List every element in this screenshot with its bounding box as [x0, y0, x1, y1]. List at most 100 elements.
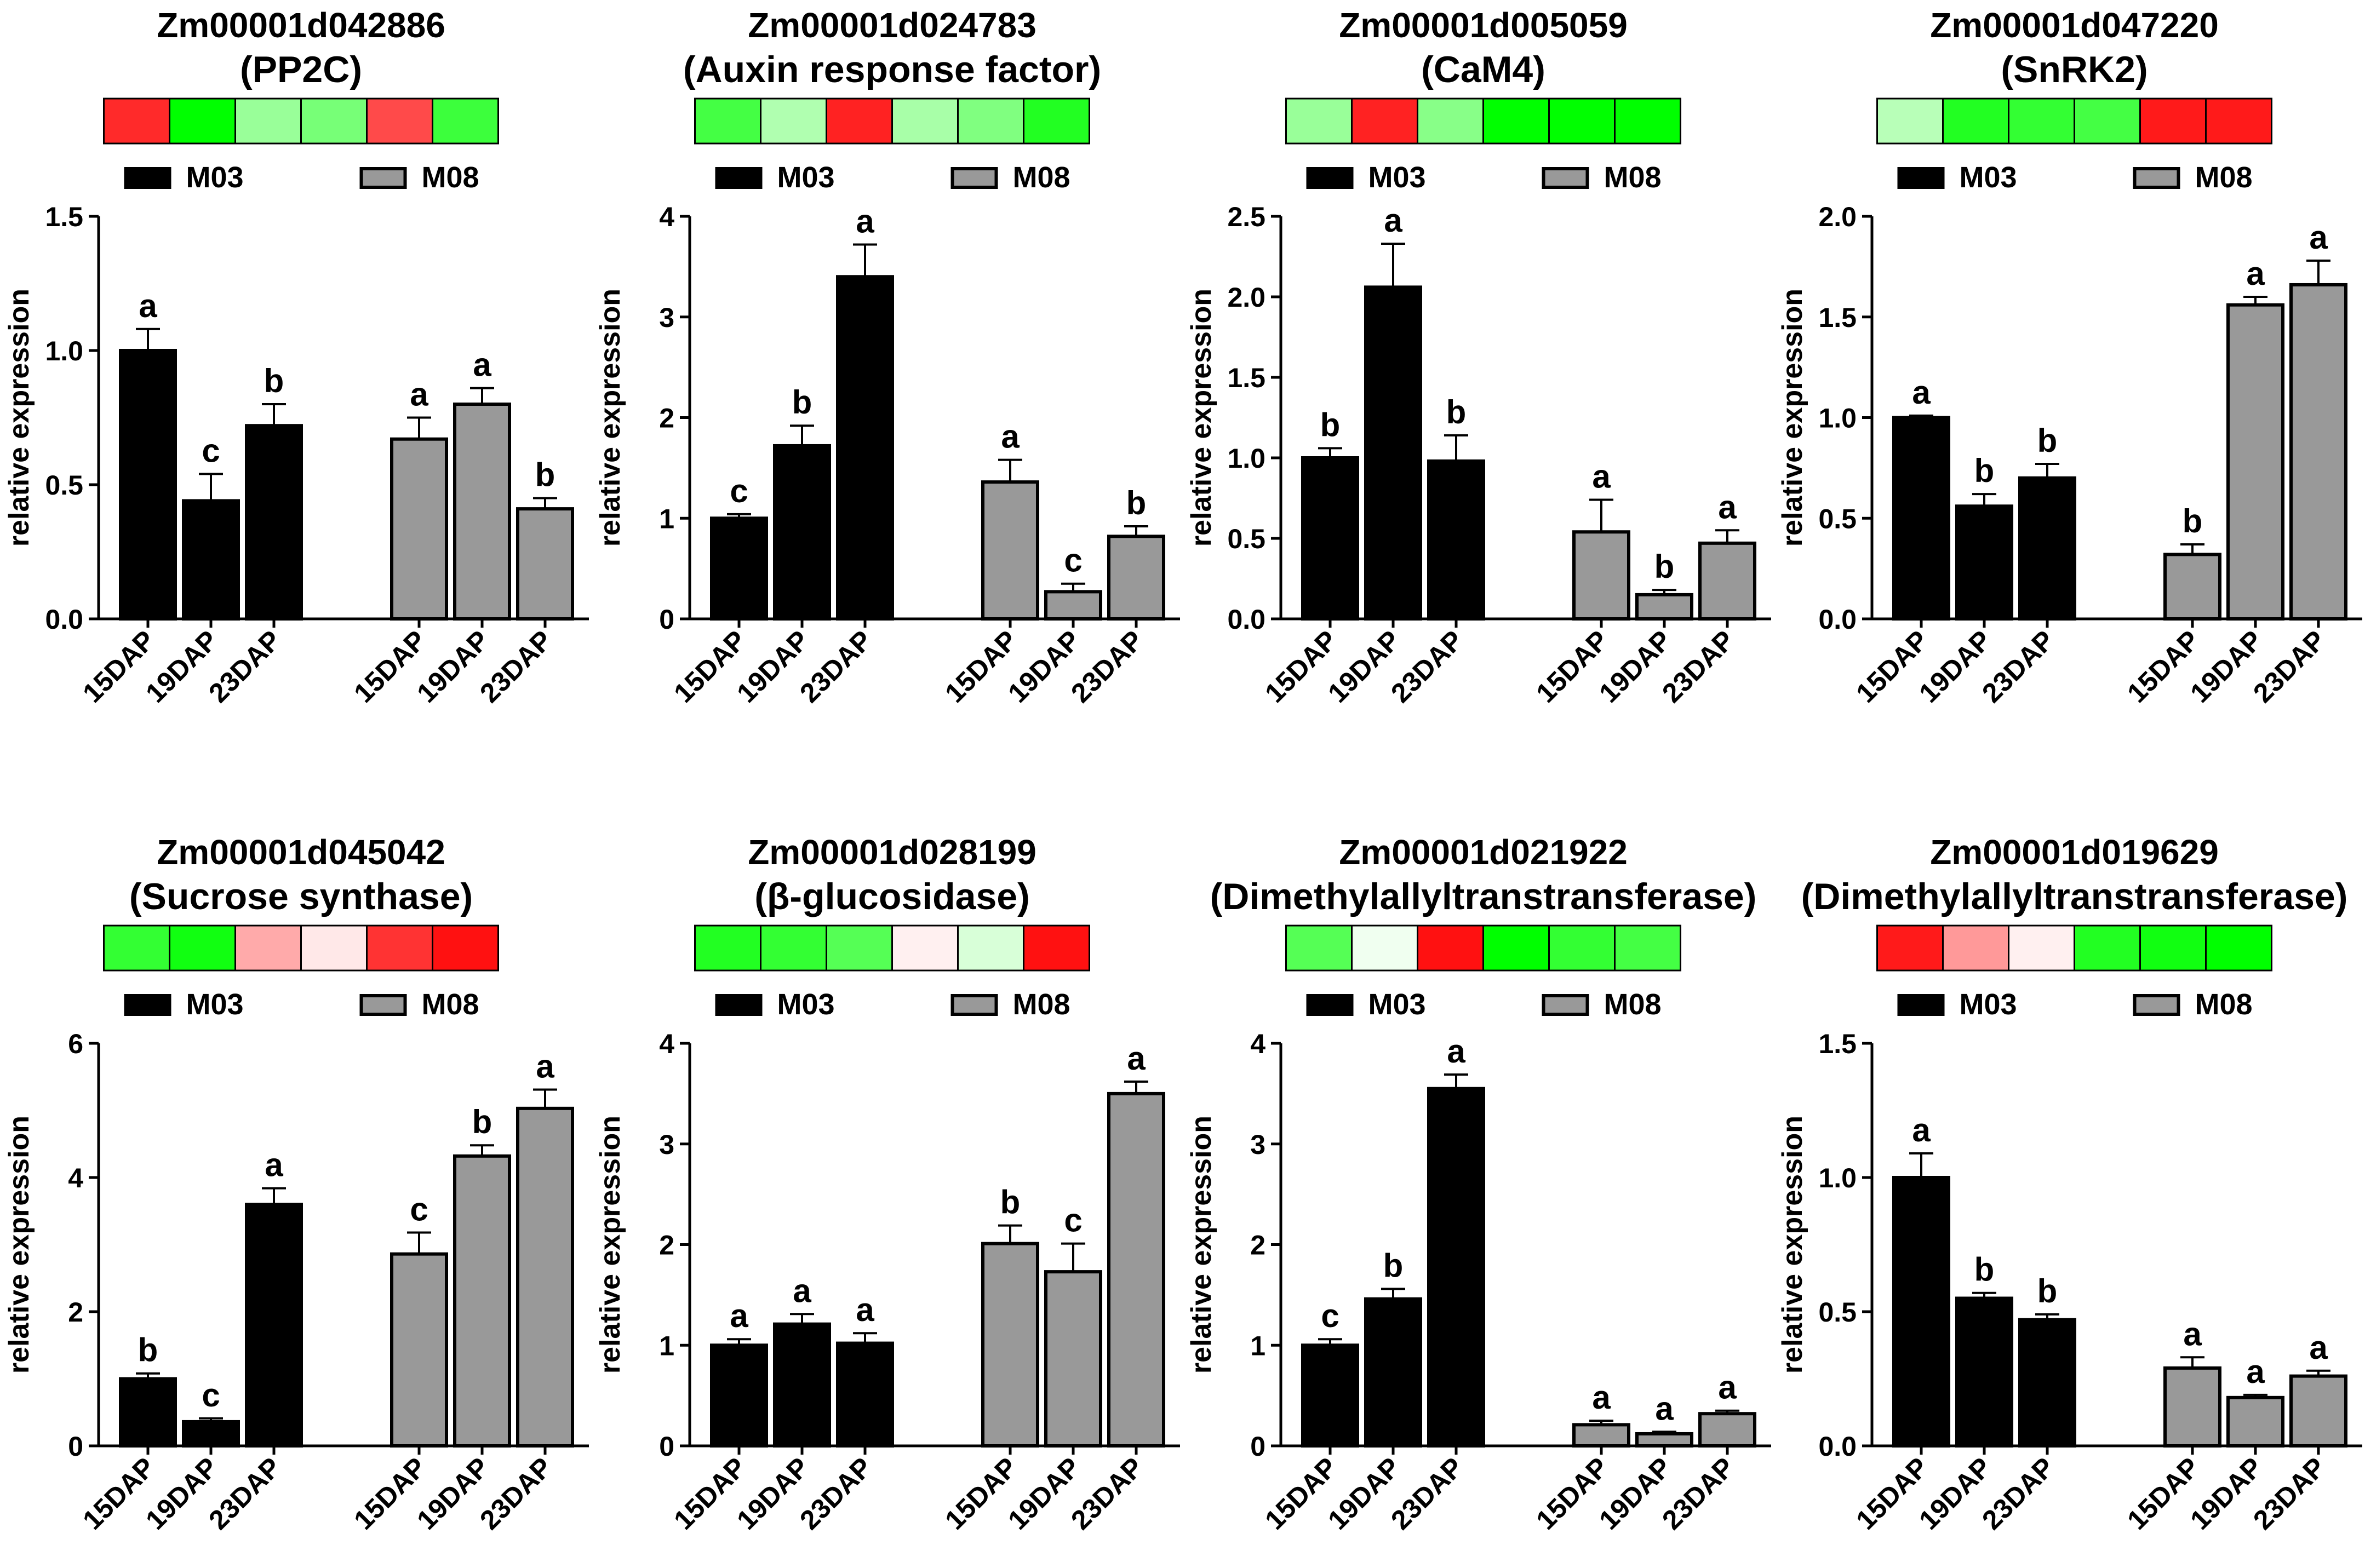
y-tick-label: 4	[68, 1163, 83, 1193]
heatmap-cell	[1417, 924, 1484, 972]
heatmap-cell	[2139, 924, 2207, 972]
heatmap-cell	[1482, 97, 1550, 145]
legend-swatch	[124, 994, 171, 1016]
legend-swatch	[2133, 994, 2180, 1016]
legend-label: M03	[1368, 161, 1426, 194]
bar	[1892, 1176, 1950, 1448]
y-tick-label: 0.5	[1818, 1297, 1857, 1328]
significance-letter: a	[730, 1297, 748, 1334]
legend-label: M08	[1013, 988, 1070, 1021]
significance-letter: a	[1718, 489, 1737, 525]
y-tick-label: 2	[659, 1230, 674, 1261]
legend-label: M08	[1604, 988, 1662, 1021]
heatmap-cell	[1548, 97, 1616, 145]
legend-label: M08	[422, 161, 479, 194]
heatmap-cell	[366, 97, 433, 145]
y-tick-label: 0.0	[1818, 604, 1857, 635]
x-tick-label: 23DAP	[474, 1451, 558, 1536]
heatmap-cell	[2205, 97, 2272, 145]
x-tick-label: 23DAP	[1065, 624, 1149, 709]
y-tick-label: 0.5	[1818, 503, 1857, 534]
y-tick-label: 4	[659, 1029, 674, 1059]
y-tick-label: 1.0	[1818, 1163, 1857, 1193]
x-tick-label: 23DAP	[1976, 624, 2060, 709]
x-tick-label: 23DAP	[2247, 1451, 2332, 1536]
x-tick-label: 23DAP	[794, 1451, 878, 1536]
significance-letter: b	[2037, 1273, 2058, 1309]
heatmap-cell	[169, 97, 236, 145]
chart-subtitle: (Sucrose synthase)	[129, 876, 473, 917]
heatmap-cell	[1023, 97, 1090, 145]
y-tick-label: 3	[1250, 1129, 1265, 1160]
heatmap-cell	[1417, 97, 1484, 145]
bar	[2018, 476, 2076, 621]
significance-letter: c	[730, 473, 748, 509]
legend-swatch	[124, 167, 171, 189]
y-tick-label: 0.0	[45, 604, 83, 635]
significance-letter: a	[1912, 374, 1931, 411]
chart-title: Zm00001d047220	[1930, 5, 2219, 45]
x-tick-label: 23DAP	[1656, 624, 1740, 709]
y-tick-label: 2	[1250, 1230, 1265, 1261]
heatmap-cell	[1351, 97, 1418, 145]
significance-letter: a	[1447, 1033, 1465, 1070]
y-tick-label: 1	[659, 1330, 674, 1361]
bar	[1635, 593, 1693, 621]
significance-letter: a	[1384, 202, 1402, 239]
heatmap-cell	[2008, 924, 2075, 972]
bar	[1107, 1092, 1165, 1448]
legend-label: M08	[1013, 161, 1070, 194]
bar	[836, 1341, 894, 1448]
bar	[773, 444, 831, 621]
significance-letter: b	[1974, 1251, 1995, 1288]
heatmap-cell	[760, 924, 827, 972]
bar	[182, 499, 240, 621]
legend-swatch	[1306, 167, 1354, 189]
bar	[453, 1154, 511, 1448]
heatmap-cell	[300, 924, 368, 972]
heatmap-cell	[300, 97, 368, 145]
x-tick-label: 23DAP	[1385, 624, 1469, 709]
y-axis-label: relative expression	[1777, 289, 1808, 547]
bar	[1572, 530, 1630, 621]
y-tick-label: 1.5	[1227, 363, 1265, 393]
significance-letter: a	[2309, 1329, 2328, 1366]
significance-letter: b	[1446, 394, 1467, 430]
bar	[2163, 553, 2221, 621]
legend-swatch	[1542, 167, 1589, 189]
significance-letter: b	[472, 1104, 493, 1140]
bar	[1427, 1087, 1485, 1448]
heatmap-cell	[2205, 924, 2272, 972]
heatmap-cell	[1614, 924, 1681, 972]
significance-letter: a	[1001, 418, 1020, 455]
y-tick-label: 0	[659, 604, 674, 635]
y-tick-label: 1.5	[1818, 1029, 1857, 1059]
significance-letter: a	[2246, 1353, 2265, 1390]
bar	[2289, 283, 2347, 621]
y-tick-label: 1.0	[1227, 443, 1265, 474]
chart-subtitle: (β-glucosidase)	[754, 876, 1029, 917]
heatmap-cell	[1285, 97, 1353, 145]
y-tick-label: 1	[659, 503, 674, 534]
legend-label: M03	[1960, 988, 2017, 1021]
y-axis-label: relative expression	[3, 289, 35, 547]
significance-letter: a	[1718, 1369, 1737, 1406]
x-tick-label: 23DAP	[1385, 1451, 1469, 1536]
heatmap-cell	[694, 924, 761, 972]
heatmap-cell	[1876, 97, 1944, 145]
legend-swatch	[1306, 994, 1354, 1016]
heatmap-cell	[432, 97, 499, 145]
heatmap-cell	[826, 97, 893, 145]
significance-letter: c	[410, 1191, 428, 1227]
legend-label: M08	[1604, 161, 1662, 194]
y-tick-label: 2.5	[1227, 202, 1265, 232]
bar	[836, 275, 894, 621]
x-tick-label: 23DAP	[1065, 1451, 1149, 1536]
y-axis-label: relative expression	[594, 289, 626, 547]
heatmap-cell	[103, 97, 170, 145]
bar	[1955, 504, 2013, 621]
chart-panel: Zm00001d021922(Dimethylallyltranstransfe…	[1186, 832, 1771, 1536]
bar	[516, 1106, 574, 1448]
legend-label: M03	[1960, 161, 2017, 194]
